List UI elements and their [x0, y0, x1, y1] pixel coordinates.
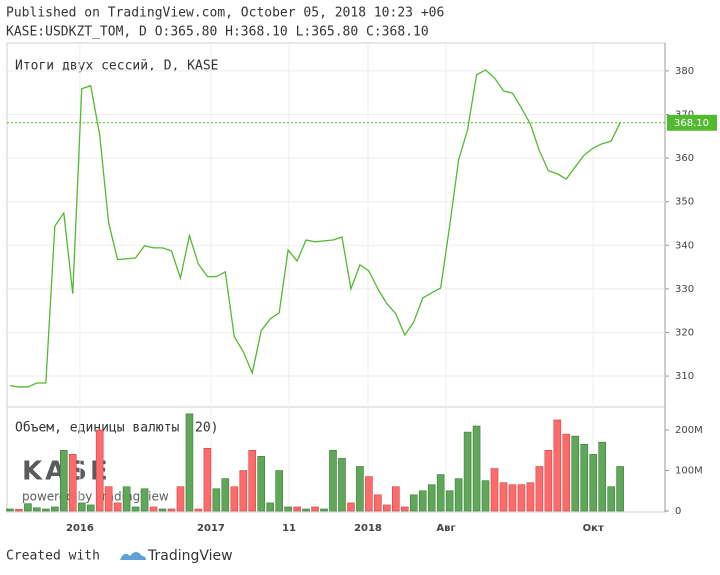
volume-bar — [104, 486, 113, 512]
volume-bar — [374, 494, 382, 512]
volume-bar — [383, 504, 391, 512]
volume-bar — [400, 506, 409, 512]
volume-bar — [580, 443, 589, 512]
volume-bar — [15, 509, 23, 512]
volume-bar — [418, 490, 427, 512]
y-tick-label: 340 — [675, 240, 694, 251]
volume-bar — [194, 508, 203, 512]
y-tick-label: 350 — [675, 197, 694, 208]
volume-bar — [517, 484, 526, 512]
volume-tick-label: 0 — [675, 506, 681, 517]
volume-bar — [203, 447, 212, 512]
footer-brand: TradingView — [147, 548, 233, 564]
volume-bar — [320, 508, 328, 512]
volume-legend: Объем, единицы валюты (20) — [15, 421, 219, 436]
volume-bar — [212, 488, 221, 512]
volume-bar — [544, 449, 553, 512]
volume-bar — [562, 433, 571, 512]
volume-bar — [266, 502, 274, 512]
volume-bar — [293, 506, 301, 512]
volume-bar — [6, 508, 14, 512]
published: Published on TradingView.com, October 05… — [6, 6, 444, 21]
volume-bar — [221, 478, 230, 512]
footer-logo — [120, 552, 146, 560]
x-tick-label: 11 — [282, 523, 296, 534]
y-tick-label: 330 — [675, 284, 694, 295]
volume-bar — [365, 476, 373, 512]
volume-bar — [77, 502, 86, 512]
volume-bar — [158, 508, 167, 512]
volume-bar — [167, 508, 176, 512]
volume-bar — [51, 506, 59, 512]
volume-bar — [95, 429, 104, 512]
volume-bar — [42, 508, 50, 512]
volume-bar — [409, 494, 418, 512]
volume-bar — [311, 506, 319, 512]
volume-bar — [356, 466, 364, 512]
volume-bar — [463, 431, 472, 512]
watermark-powered: powered by TradingView — [22, 490, 169, 504]
price-legend: Итоги двух сессий, D, KASE — [15, 59, 219, 74]
volume-bar — [454, 478, 463, 512]
volume-bar — [589, 454, 598, 512]
volume-bar — [122, 486, 131, 512]
volume-bar — [86, 504, 95, 512]
volume-tick-label: 200M — [675, 425, 703, 436]
y-tick-label: 310 — [675, 371, 694, 382]
x-tick-label: 2018 — [354, 523, 382, 534]
volume-bar — [68, 454, 77, 512]
volume-bar — [436, 474, 445, 512]
volume-bar — [553, 419, 562, 512]
x-tick-label: Окт — [583, 523, 604, 534]
volume-bar — [140, 488, 149, 512]
volume-bar — [607, 486, 615, 512]
volume-bar — [59, 449, 68, 512]
volume-bar — [284, 506, 292, 512]
last-price-box — [667, 114, 717, 131]
volume-bar — [481, 480, 490, 512]
volume-bar — [472, 425, 481, 512]
volume-bar — [257, 456, 266, 512]
volume-bar — [329, 449, 337, 512]
volume-bar — [239, 470, 248, 512]
volume-bar — [427, 484, 436, 512]
volume-bar — [248, 449, 257, 512]
volume-bar — [616, 466, 624, 512]
x-tick-label: Авг — [436, 523, 455, 534]
volume-bar — [445, 490, 454, 512]
volume-bar — [302, 508, 310, 512]
volume-bar — [131, 506, 140, 512]
volume-bar — [490, 468, 499, 512]
price-line — [9, 69, 621, 388]
volume-tick-label: 100M — [675, 466, 703, 477]
last-price-label: 368.10 — [674, 118, 709, 129]
volume-bar — [347, 502, 355, 512]
volume-bar — [499, 482, 508, 512]
y-tick-label: 360 — [675, 153, 694, 164]
y-tick-label: 320 — [675, 327, 694, 338]
volume-bar — [598, 441, 606, 512]
y-tick-label: 380 — [675, 66, 694, 77]
x-tick-label: 2016 — [66, 523, 94, 534]
volume-bar — [392, 486, 400, 512]
volume-bar — [33, 507, 41, 512]
volume-bar — [230, 486, 239, 512]
volume-bar — [113, 502, 122, 512]
x-tick-label: 2017 — [197, 523, 225, 534]
volume-bar — [535, 466, 544, 512]
ohlc: KASE:USDKZT_TOM, D O:365.80 H:368.10 L:3… — [6, 25, 429, 40]
volume-bar — [185, 413, 194, 512]
volume-bar — [526, 482, 535, 512]
volume-bar — [275, 470, 283, 512]
footer-created: Created with — [6, 549, 100, 564]
volume-bar — [149, 506, 158, 512]
volume-bar — [24, 503, 32, 512]
volume-bar — [176, 486, 185, 512]
volume-bar — [508, 484, 517, 512]
volume-bar — [338, 458, 346, 512]
volume-bar — [571, 435, 580, 512]
